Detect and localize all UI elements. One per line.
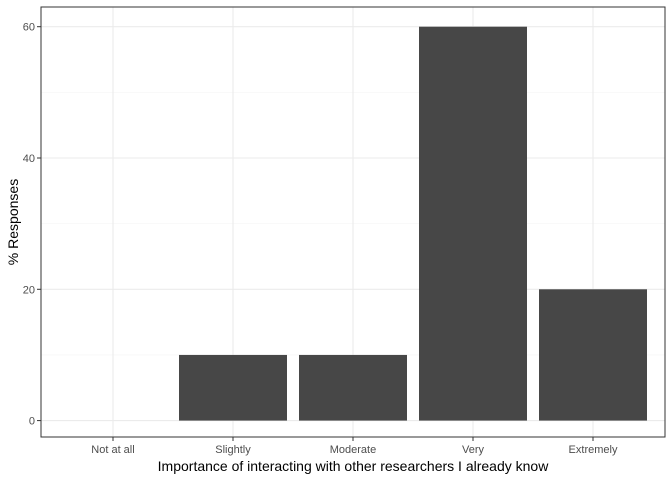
x-tick-label: Extremely xyxy=(569,444,618,456)
x-tick-label: Slightly xyxy=(215,444,251,456)
y-tick-label: 20 xyxy=(23,284,35,296)
y-tick-label: 40 xyxy=(23,153,35,165)
bars xyxy=(179,26,647,421)
x-tick-label: Very xyxy=(462,444,485,456)
y-tick-label: 60 xyxy=(23,22,35,34)
bar-extremely xyxy=(539,289,647,421)
bar-very xyxy=(419,26,527,421)
x-tick-label: Moderate xyxy=(330,444,376,456)
y-tick-label: 0 xyxy=(29,416,35,428)
axis-ticks: 0 20 40 60 Not at all Slightly Moderate Very Ext… xyxy=(23,22,618,456)
x-axis-title: Importance of interacting with other res… xyxy=(158,458,550,474)
y-axis-title: % Responses xyxy=(5,179,21,265)
bar-moderate xyxy=(299,354,407,421)
bar-slightly xyxy=(179,354,287,421)
x-tick-label: Not at all xyxy=(91,444,134,456)
